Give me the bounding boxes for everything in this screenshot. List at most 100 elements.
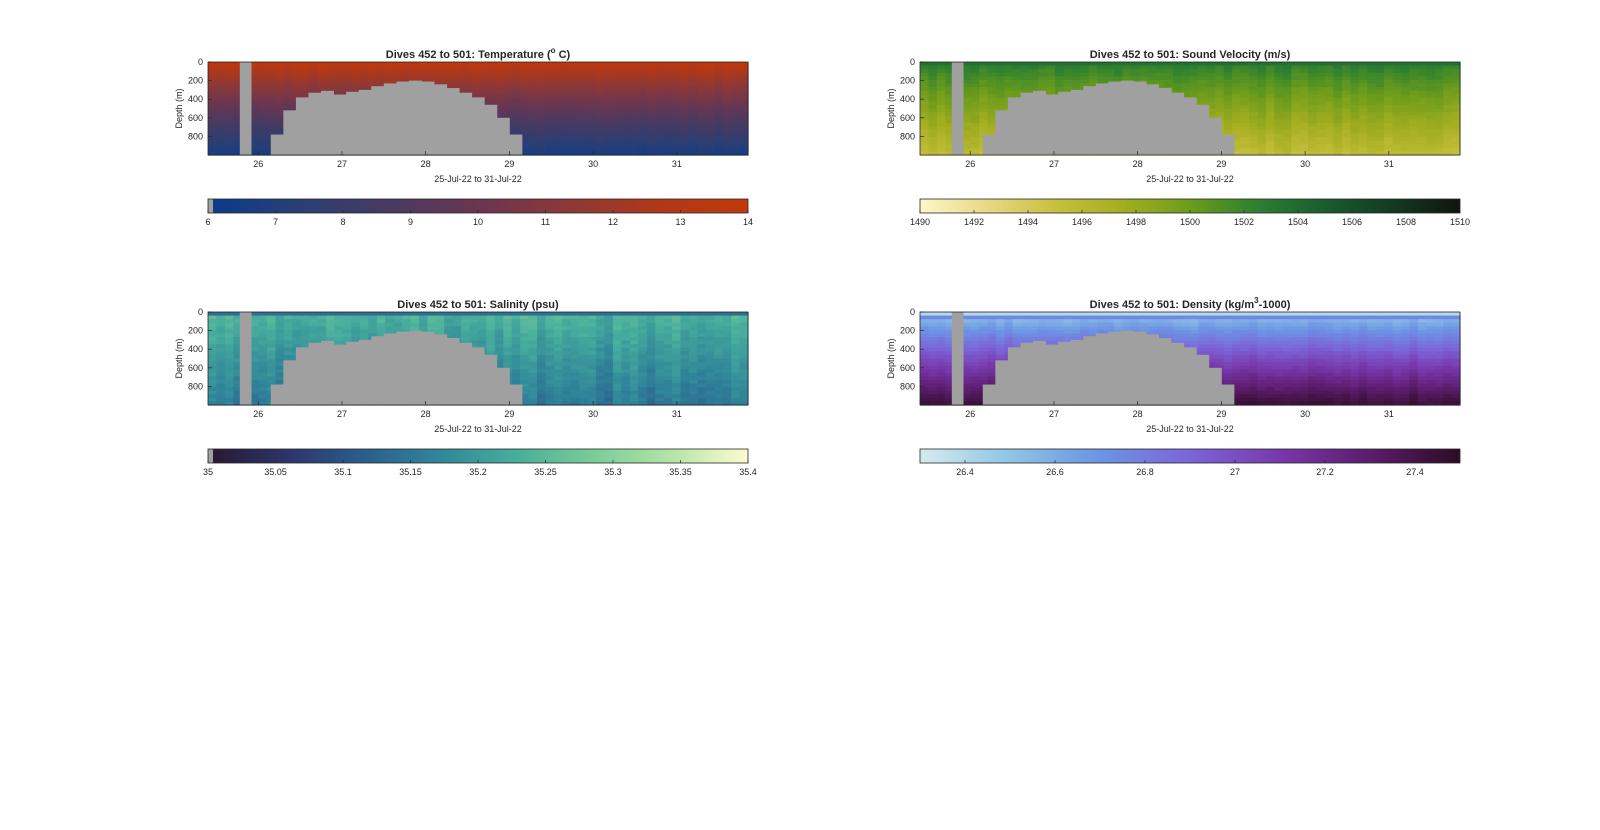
heat-cell — [334, 62, 344, 67]
heat-cell — [739, 65, 749, 70]
heat-cell — [208, 337, 218, 342]
heat-cell — [258, 369, 268, 374]
heat-cell — [545, 369, 555, 374]
heat-cell — [739, 72, 749, 77]
heat-cell — [604, 347, 614, 352]
heat-cell — [1097, 69, 1107, 74]
heat-cell — [309, 333, 319, 338]
heat-cell — [435, 79, 445, 85]
heat-cell — [1333, 87, 1343, 92]
heat-cell — [714, 94, 724, 99]
heat-cell — [1215, 108, 1225, 113]
seafloor-mask — [1058, 91, 1072, 155]
heat-cell — [452, 322, 462, 327]
heat-cell — [385, 76, 395, 81]
heat-cell — [604, 319, 614, 324]
heat-cell — [520, 115, 530, 120]
heat-cell — [233, 87, 243, 92]
heat-cell — [1164, 79, 1174, 85]
heat-cell — [570, 337, 580, 342]
heat-cell — [1350, 62, 1360, 67]
heat-cell — [528, 65, 538, 70]
heat-cell — [1409, 87, 1419, 92]
heat-cell — [596, 354, 606, 360]
heat-cell — [613, 129, 623, 135]
heat-cell — [250, 104, 260, 110]
heat-cell — [1325, 144, 1335, 149]
heat-cell — [1392, 108, 1402, 113]
heat-cell — [1451, 119, 1461, 124]
heat-cell — [1130, 76, 1140, 81]
heat-cell — [936, 133, 946, 138]
heat-cell — [267, 104, 277, 110]
heat-cell — [1265, 83, 1275, 88]
heat-cell — [250, 129, 260, 135]
heat-cell — [739, 140, 749, 145]
heat-cell — [418, 326, 428, 331]
heat-cell — [1232, 140, 1242, 145]
heat-cell — [621, 397, 631, 403]
heat-cell — [604, 97, 614, 102]
heat-cell — [638, 340, 648, 345]
heat-cell — [326, 76, 336, 81]
heat-cell — [1451, 151, 1461, 156]
heat-cell — [562, 108, 572, 113]
heat-cell — [1004, 94, 1014, 99]
heat-cell — [511, 108, 521, 113]
heat-cell — [486, 351, 496, 356]
heat-cell — [638, 337, 648, 342]
heat-cell — [579, 104, 589, 110]
heat-cell — [216, 362, 226, 367]
heat-cell — [1249, 112, 1259, 117]
heat-cell — [962, 144, 972, 149]
heat-cell — [334, 340, 344, 345]
heat-cell — [1265, 101, 1275, 106]
heat-cell — [1223, 83, 1233, 88]
heat-cell — [1341, 94, 1351, 99]
x-axis-label: 25-Jul-22 to 31-Jul-22 — [1146, 174, 1234, 184]
heat-cell — [326, 72, 336, 77]
heat-cell — [359, 76, 369, 81]
heat-cell — [1308, 133, 1318, 138]
heat-cell — [1223, 129, 1233, 135]
heat-cell — [613, 369, 623, 374]
heat-cell — [621, 312, 631, 317]
heat-cell — [987, 115, 997, 120]
heat-cell — [1325, 76, 1335, 81]
heat-cell — [283, 97, 293, 102]
heat-cell — [216, 401, 226, 406]
heat-cell — [1265, 90, 1275, 95]
heat-cell — [638, 108, 648, 113]
heat-cell — [1097, 79, 1107, 85]
heat-cell — [537, 147, 547, 153]
heat-cell — [1350, 90, 1360, 95]
heat-cell — [435, 312, 445, 317]
x-tick-label: 28 — [1133, 159, 1143, 169]
heat-cell — [1367, 65, 1377, 70]
heat-cell — [629, 83, 639, 88]
heat-cell — [621, 104, 631, 110]
heat-cell — [646, 372, 656, 377]
heat-cell — [1240, 137, 1250, 142]
heat-cell — [1249, 147, 1259, 153]
heat-cell — [570, 137, 580, 142]
heat-cell — [655, 379, 665, 385]
heat-cell — [216, 129, 226, 135]
heat-cell — [461, 329, 471, 335]
heat-cell — [1029, 65, 1039, 70]
heat-cell — [486, 69, 496, 74]
seafloor-mask — [1007, 97, 1021, 155]
heat-cell — [579, 354, 589, 360]
heat-cell — [343, 72, 353, 77]
heat-cell — [494, 329, 504, 335]
heat-cell — [705, 79, 715, 85]
heat-cell — [655, 365, 665, 370]
heat-cell — [1080, 83, 1090, 88]
heat-cell — [208, 319, 218, 324]
heat-cell — [1308, 119, 1318, 124]
heat-cell — [613, 394, 623, 399]
seafloor-mask — [1033, 90, 1046, 155]
heat-cell — [945, 65, 955, 70]
heat-cell — [258, 383, 268, 388]
heat-cell — [663, 372, 673, 377]
